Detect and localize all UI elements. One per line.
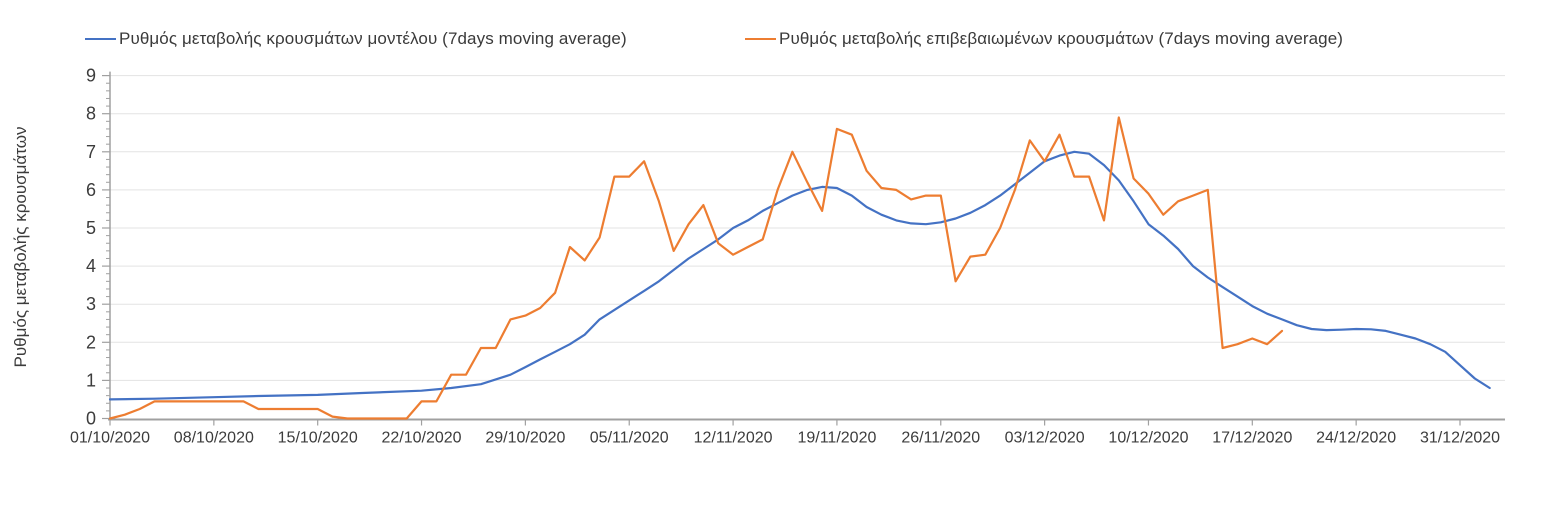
x-tick-label: 19/11/2020 — [797, 430, 876, 447]
legend: Ρυθμός μεταβολής κρουσμάτων μοντέλου (7d… — [0, 0, 1542, 56]
y-tick-label: 8 — [86, 104, 96, 124]
legend-line-sample-orange — [745, 38, 776, 40]
x-tick-label: 08/10/2020 — [174, 430, 254, 447]
y-tick-label: 4 — [86, 256, 96, 276]
series-line-model[interactable] — [108, 150, 1491, 401]
x-tick-label: 05/11/2020 — [590, 430, 669, 447]
x-tick-label: 01/10/2020 — [70, 430, 150, 447]
x-tick-label: 15/10/2020 — [278, 430, 358, 447]
legend-item-confirmed[interactable]: Ρυθμός μεταβολής επιβεβαιωμένων κρουσμάτ… — [745, 28, 1343, 50]
x-tick-label: 26/11/2020 — [901, 430, 980, 447]
legend-label-model: Ρυθμός μεταβολής κρουσμάτων μοντέλου (7d… — [119, 29, 627, 48]
y-tick-label: 7 — [86, 142, 96, 162]
x-tick-label: 24/12/2020 — [1316, 430, 1396, 447]
x-tick-label: 03/12/2020 — [1005, 430, 1085, 447]
y-tick-label: 5 — [86, 218, 96, 238]
x-tick-label: 12/11/2020 — [694, 430, 773, 447]
legend-item-model[interactable]: Ρυθμός μεταβολής κρουσμάτων μοντέλου (7d… — [85, 28, 627, 50]
y-tick-label: 0 — [86, 409, 96, 429]
y-tick-label: 9 — [86, 66, 96, 86]
y-tick-label: 2 — [86, 332, 96, 352]
x-tick-label: 17/12/2020 — [1212, 430, 1292, 447]
x-tick-label: 22/10/2020 — [381, 430, 461, 447]
y-tick-label: 6 — [86, 180, 96, 200]
x-tick-label: 31/12/2020 — [1420, 430, 1500, 447]
legend-label-confirmed: Ρυθμός μεταβολής επιβεβαιωμένων κρουσμάτ… — [779, 29, 1344, 48]
y-tick-label: 3 — [86, 294, 96, 314]
series-line-confirmed[interactable] — [108, 116, 1284, 420]
x-tick-label: 10/12/2020 — [1108, 430, 1188, 447]
x-tick-label: 29/10/2020 — [485, 430, 565, 447]
legend-line-sample-blue — [85, 38, 116, 40]
y-tick-label: 1 — [86, 370, 96, 390]
y-axis-title: Ρυθμός μεταβολής κρουσμάτων — [11, 126, 30, 368]
